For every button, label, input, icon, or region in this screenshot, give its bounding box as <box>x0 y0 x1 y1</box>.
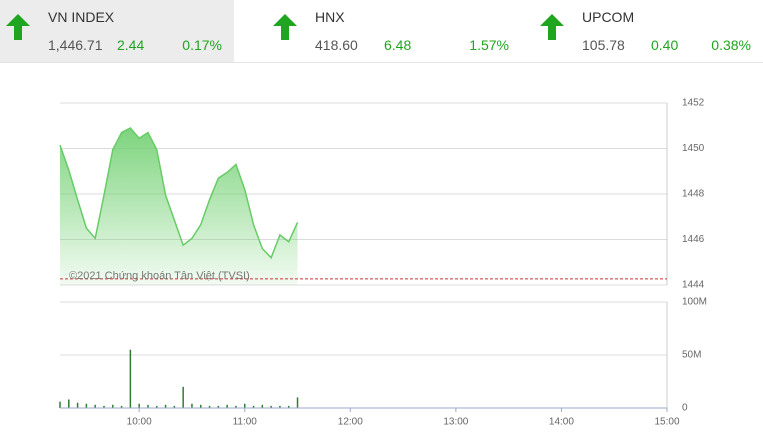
bar <box>261 404 264 408</box>
x-tick-label: 12:00 <box>338 417 363 428</box>
up-arrow <box>273 14 297 40</box>
bar <box>59 401 61 408</box>
bar <box>129 349 132 408</box>
ticker-change: 0.40 <box>651 37 679 53</box>
bar <box>270 405 272 408</box>
x-tick-label: 10:00 <box>127 417 152 428</box>
bar <box>120 405 123 408</box>
ticker-name: HNX <box>315 9 345 25</box>
bar <box>191 403 193 408</box>
line <box>59 127 299 260</box>
x-tick-label: 11:00 <box>233 417 258 428</box>
bar <box>182 386 184 408</box>
ticker-percent: 0.38% <box>711 37 751 53</box>
bar <box>243 403 246 408</box>
y-tick-label: 1444 <box>682 280 705 291</box>
bar <box>208 405 211 408</box>
ticker-value: 418.60 <box>315 37 358 53</box>
bar <box>217 405 220 408</box>
bar <box>296 397 299 408</box>
bar <box>279 405 281 408</box>
y-tick-label: 1448 <box>682 189 705 200</box>
divider <box>0 62 763 63</box>
ticker[interactable]: VN INDEX 1,446.71 2.44 0.17% <box>0 0 234 62</box>
bar <box>76 402 79 408</box>
area <box>60 128 298 285</box>
ticker[interactable]: HNX 418.60 6.48 1.57% <box>267 0 521 62</box>
ticker-change: 6.48 <box>384 37 412 53</box>
bar <box>200 404 202 408</box>
bar <box>156 405 158 408</box>
bar <box>147 404 149 408</box>
y-tick-label: 100M <box>682 297 707 308</box>
y-tick-label: 0 <box>682 403 688 414</box>
bar <box>138 403 140 408</box>
ticker[interactable]: UPCOM 105.78 0.40 0.38% <box>534 0 763 62</box>
x-tick-label: 14:00 <box>549 417 574 428</box>
ticker-change: 2.44 <box>117 37 145 53</box>
y-tick-label: 50M <box>682 350 701 361</box>
bar <box>164 404 167 408</box>
bar <box>252 405 255 408</box>
bar <box>85 403 88 408</box>
bar <box>68 399 70 408</box>
y-tick-label: 1452 <box>682 98 705 109</box>
ticker-name: VN INDEX <box>48 9 115 25</box>
up-arrow <box>540 14 564 40</box>
ticker-value: 1,446.71 <box>48 37 103 53</box>
bar <box>235 405 237 408</box>
bar <box>112 404 114 408</box>
bar <box>226 404 228 408</box>
ticker-percent: 1.57% <box>469 37 509 53</box>
ticker-value: 105.78 <box>582 37 625 53</box>
x-tick-label: 13:00 <box>443 417 468 428</box>
ticker-percent: 0.17% <box>182 37 222 53</box>
bar <box>287 405 290 408</box>
x-tick-label: 15:00 <box>654 417 679 428</box>
up-arrow <box>6 14 30 40</box>
y-tick-label: 1450 <box>682 143 705 154</box>
bar <box>94 404 96 408</box>
bar <box>103 405 105 408</box>
bar <box>173 405 176 408</box>
watermark: ©2021 Chứng khoán Tân Việt (TVSI) <box>69 270 250 282</box>
ticker-name: UPCOM <box>582 9 635 25</box>
y-tick-label: 1446 <box>682 234 705 245</box>
